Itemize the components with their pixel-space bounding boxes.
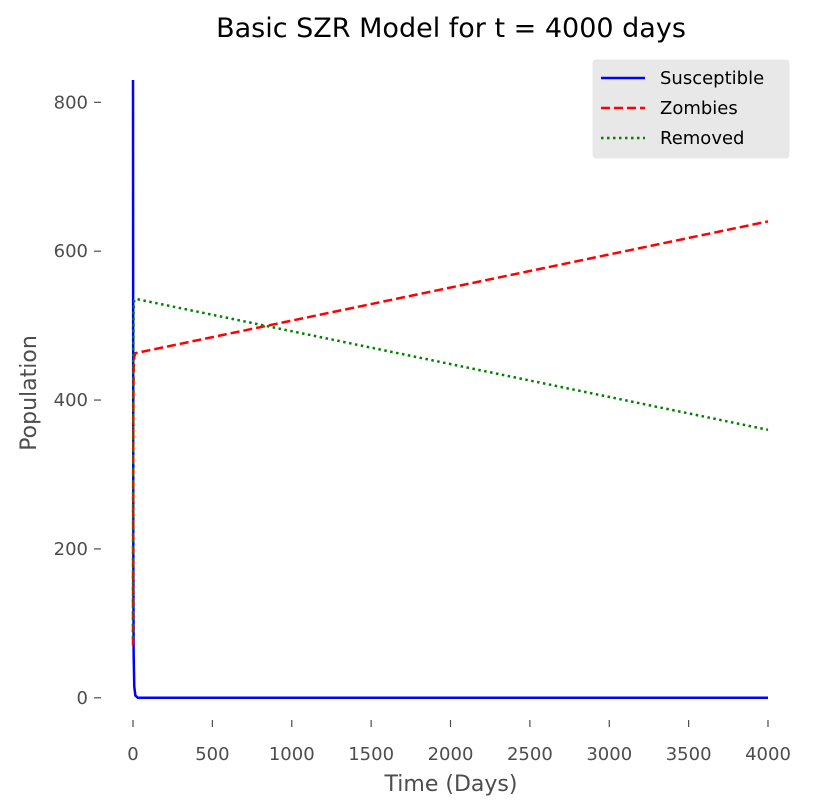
legend-box [592, 59, 790, 159]
series-line-removed [131, 297, 769, 639]
x-tick-label: 1500 [348, 744, 394, 765]
y-axis: 0 200 400 600 800 [54, 92, 101, 709]
plot-area [131, 79, 769, 700]
y-tick-label: 400 [54, 390, 88, 411]
x-tick-label: 500 [195, 744, 229, 765]
x-tick-label: 2500 [507, 744, 553, 765]
legend-label-removed: Removed [660, 128, 744, 149]
y-tick-label: 800 [54, 92, 88, 113]
y-tick-label: 200 [54, 539, 88, 560]
series-line-susceptible [131, 79, 768, 700]
y-tick-label: 600 [54, 241, 88, 262]
x-axis: 0 500 1000 1500 2000 2500 3000 3500 4000 [127, 720, 791, 765]
legend-label-susceptible: Susceptible [660, 68, 764, 89]
y-tick-label: 0 [77, 688, 88, 709]
y-axis-label: Population [17, 335, 42, 451]
legend: Susceptible Zombies Removed [592, 59, 790, 159]
x-tick-label: 3000 [586, 744, 632, 765]
legend-label-zombies: Zombies [660, 98, 738, 119]
x-tick-label: 2000 [428, 744, 474, 765]
x-tick-label: 0 [127, 744, 138, 765]
series-line-zombies [131, 220, 769, 646]
chart-title: Basic SZR Model for t = 4000 days [216, 13, 686, 44]
x-axis-label: Time (Days) [384, 772, 518, 797]
x-tick-label: 3500 [666, 744, 712, 765]
x-tick-label: 1000 [269, 744, 315, 765]
x-tick-label: 4000 [745, 744, 791, 765]
